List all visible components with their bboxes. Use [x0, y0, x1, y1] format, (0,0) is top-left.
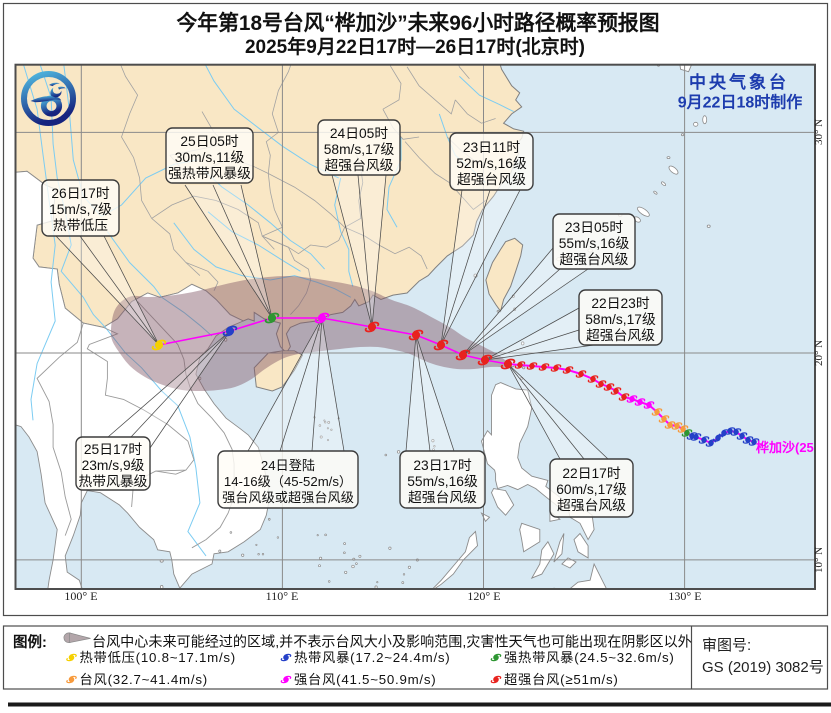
svg-text:强台风(41.5~50.9m/s): 强台风(41.5~50.9m/s)	[294, 672, 436, 687]
svg-text:100° E: 100° E	[64, 589, 97, 603]
svg-text:55m/s,16级: 55m/s,16级	[559, 236, 630, 251]
svg-text:25日17时: 25日17时	[84, 442, 142, 457]
svg-text:22日17时: 22日17时	[562, 466, 620, 481]
svg-text:58m/s,17级: 58m/s,17级	[324, 142, 395, 157]
svg-text:30° N: 30° N	[813, 119, 825, 145]
svg-text:14-16级（45-52m/s）: 14-16级（45-52m/s）	[224, 474, 352, 489]
svg-text:15m/s,7级: 15m/s,7级	[49, 202, 112, 217]
svg-text:强热带风暴(24.5~32.6m/s): 强热带风暴(24.5~32.6m/s)	[504, 650, 675, 665]
svg-text:23日17时: 23日17时	[413, 458, 471, 473]
svg-text:130° E: 130° E	[668, 589, 701, 603]
svg-text:强台风级或超强台风级: 强台风级或超强台风级	[222, 490, 354, 505]
svg-text:23m/s,9级: 23m/s,9级	[82, 458, 145, 473]
svg-text:热带风暴级: 热带风暴级	[79, 474, 148, 489]
svg-text:60m/s,17级: 60m/s,17级	[556, 482, 627, 497]
svg-text:台风(32.7~41.4m/s): 台风(32.7~41.4m/s)	[80, 672, 208, 687]
svg-text:25日05时: 25日05时	[180, 134, 238, 149]
svg-text:23日11时: 23日11时	[463, 140, 520, 155]
svg-text:超强台风级: 超强台风级	[560, 252, 629, 267]
svg-text:审图号:: 审图号:	[702, 637, 751, 654]
svg-text:台风中心未来可能经过的区域,并不表示台风大小及影响范围,灾害: 台风中心未来可能经过的区域,并不表示台风大小及影响范围,灾害性天气也可能出现在阴…	[92, 634, 692, 650]
svg-text:GS (2019) 3082号: GS (2019) 3082号	[702, 659, 824, 676]
svg-text:超强台风级: 超强台风级	[408, 490, 477, 505]
svg-text:30m/s,11级: 30m/s,11级	[175, 150, 245, 165]
svg-text:20° N: 20° N	[813, 340, 825, 366]
svg-text:热带风暴(17.2~24.4m/s): 热带风暴(17.2~24.4m/s)	[294, 650, 451, 665]
svg-text:58m/s,17级: 58m/s,17级	[585, 312, 656, 327]
svg-text:23日05时: 23日05时	[565, 220, 623, 235]
svg-text:强热带风暴级: 强热带风暴级	[168, 166, 251, 181]
svg-text:中央气象台: 中央气象台	[689, 72, 789, 92]
svg-text:24日05时: 24日05时	[330, 126, 388, 141]
svg-text:2025年9月22日17时—26日17时(北京时): 2025年9月22日17时—26日17时(北京时)	[245, 35, 585, 58]
svg-text:桦加沙(2518): 桦加沙(2518)	[756, 440, 831, 455]
svg-text:图例:: 图例:	[13, 633, 47, 651]
svg-text:22日23时: 22日23时	[591, 296, 649, 311]
svg-text:9月22日18时制作: 9月22日18时制作	[678, 93, 803, 112]
svg-text:超强台风级: 超强台风级	[325, 158, 394, 173]
svg-text:超强台风级: 超强台风级	[457, 172, 526, 187]
svg-text:热带低压: 热带低压	[53, 218, 108, 233]
svg-text:55m/s,16级: 55m/s,16级	[407, 474, 478, 489]
svg-text:超强台风(≥51m/s): 超强台风(≥51m/s)	[504, 672, 619, 687]
svg-text:26日17时: 26日17时	[51, 186, 109, 201]
svg-text:今年第18号台风“桦加沙”未来96小时路径概率预报图: 今年第18号台风“桦加沙”未来96小时路径概率预报图	[176, 11, 660, 35]
svg-text:热带低压(10.8~17.1m/s): 热带低压(10.8~17.1m/s)	[80, 650, 237, 665]
svg-text:24日登陆: 24日登陆	[261, 458, 315, 473]
svg-text:超强台风级: 超强台风级	[586, 328, 655, 343]
svg-text:10° N: 10° N	[813, 547, 825, 573]
svg-text:52m/s,16级: 52m/s,16级	[456, 156, 527, 171]
svg-text:120° E: 120° E	[467, 589, 500, 603]
svg-text:超强台风级: 超强台风级	[557, 498, 626, 513]
svg-text:110° E: 110° E	[266, 589, 299, 603]
